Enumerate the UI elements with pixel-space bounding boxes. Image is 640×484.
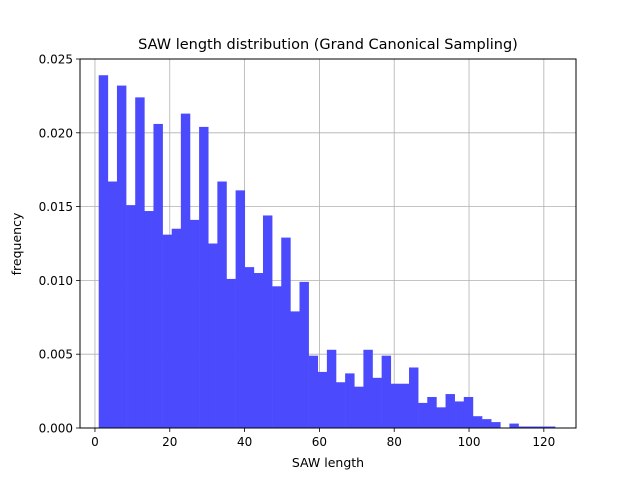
y-axis-ticks: 0.000 0.005 0.010 0.015 0.020 0.025	[39, 53, 80, 436]
histogram-bar	[217, 181, 227, 428]
histogram-bar	[126, 205, 136, 428]
x-tick-label: 100	[458, 435, 481, 449]
histogram-bar	[354, 386, 364, 428]
histogram-bar	[545, 426, 556, 428]
histogram-bar	[482, 419, 492, 428]
histogram-bar	[454, 401, 465, 428]
histogram-bar	[299, 281, 309, 428]
histogram-bar	[336, 382, 346, 428]
histogram-bar	[326, 349, 337, 428]
histogram-bar	[272, 286, 282, 428]
histogram-bar	[98, 75, 109, 429]
x-tick-label: 20	[162, 435, 177, 449]
histogram-bar	[226, 278, 236, 428]
y-tick-label: 0.000	[39, 422, 73, 436]
histogram-bar	[390, 383, 401, 428]
histogram-bar	[518, 426, 528, 428]
histogram-bar	[235, 190, 246, 428]
histogram-bar	[363, 349, 373, 428]
histogram-bar	[162, 234, 173, 428]
histogram-bar	[107, 181, 118, 428]
histogram-bar	[281, 237, 291, 428]
y-tick-label: 0.005	[39, 348, 73, 362]
y-tick-label: 0.020	[39, 126, 73, 140]
histogram-bar	[253, 273, 264, 428]
chart-title: SAW length distribution (Grand Canonical…	[138, 37, 518, 53]
histogram-bar	[381, 355, 392, 428]
plot-frame	[79, 58, 577, 429]
y-axis-label: frequency	[9, 212, 24, 275]
x-tick-label: 120	[532, 435, 555, 449]
x-axis-label: SAW length	[292, 455, 364, 470]
histogram-bar	[189, 219, 200, 428]
histogram-bar	[427, 397, 437, 428]
histogram-bar	[180, 113, 191, 428]
y-tick-label: 0.015	[39, 200, 73, 214]
histogram-bar	[135, 97, 145, 428]
histogram-bar	[208, 243, 218, 428]
histogram-bar	[171, 228, 182, 428]
x-tick-label: 40	[237, 435, 252, 449]
histogram-bars	[98, 75, 556, 429]
histogram-bar	[436, 407, 446, 428]
histogram-bar	[153, 123, 163, 428]
histogram-bar	[509, 423, 519, 428]
histogram-bar	[244, 267, 255, 428]
histogram-bar	[290, 311, 300, 428]
x-tick-label: 0	[91, 435, 99, 449]
histogram-bar	[308, 355, 319, 428]
histogram-bar	[345, 373, 355, 428]
histogram-bar	[491, 422, 501, 428]
x-tick-label: 60	[312, 435, 327, 449]
y-tick-label: 0.010	[39, 274, 73, 288]
histogram-bar	[399, 383, 410, 428]
histogram-bar	[409, 367, 419, 428]
histogram-bar	[536, 426, 547, 428]
x-tick-label: 80	[387, 435, 402, 449]
histogram-bar	[317, 371, 328, 428]
histogram-bar	[144, 211, 154, 428]
histogram-bar	[418, 402, 428, 428]
histogram-bar	[199, 126, 209, 428]
histogram-bar	[116, 85, 127, 429]
histogram-bar	[472, 416, 483, 428]
histogram-bar	[463, 397, 474, 428]
histogram-bar	[445, 394, 455, 428]
histogram-bar	[262, 215, 273, 428]
histogram-bar	[527, 426, 538, 428]
y-tick-label: 0.025	[39, 53, 73, 67]
histogram-bar	[372, 377, 382, 428]
x-axis-ticks: 0 20 40 60 80 100 120	[91, 428, 555, 449]
